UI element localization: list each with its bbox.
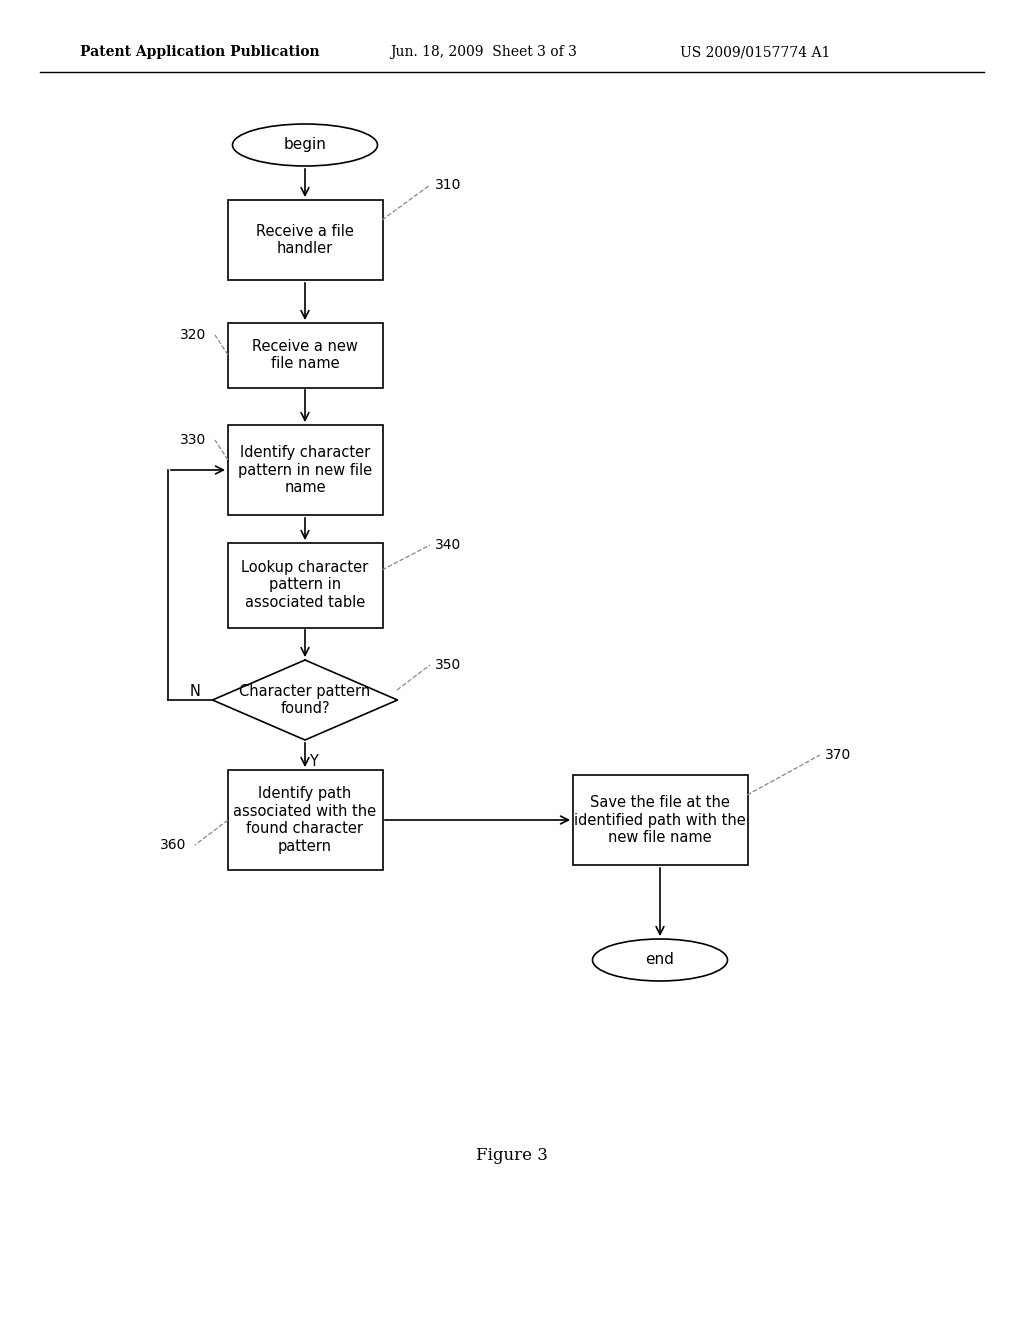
Ellipse shape bbox=[593, 939, 727, 981]
Text: 370: 370 bbox=[825, 748, 851, 762]
Ellipse shape bbox=[232, 124, 378, 166]
Text: Identify path
associated with the
found character
pattern: Identify path associated with the found … bbox=[233, 787, 377, 854]
Text: Save the file at the
identified path with the
new file name: Save the file at the identified path wit… bbox=[574, 795, 745, 845]
Text: Figure 3: Figure 3 bbox=[476, 1147, 548, 1163]
Bar bbox=[572, 775, 748, 865]
Text: 350: 350 bbox=[435, 657, 461, 672]
Bar bbox=[227, 322, 383, 388]
Text: 330: 330 bbox=[180, 433, 206, 447]
Text: Jun. 18, 2009  Sheet 3 of 3: Jun. 18, 2009 Sheet 3 of 3 bbox=[390, 45, 577, 59]
Bar bbox=[227, 201, 383, 280]
Text: 320: 320 bbox=[180, 327, 206, 342]
Text: Y: Y bbox=[308, 755, 317, 770]
Text: Character pattern
found?: Character pattern found? bbox=[240, 684, 371, 717]
Text: 340: 340 bbox=[435, 539, 461, 552]
Text: begin: begin bbox=[284, 137, 327, 153]
Bar bbox=[227, 425, 383, 515]
Text: Receive a new
file name: Receive a new file name bbox=[252, 339, 358, 371]
Text: Receive a file
handler: Receive a file handler bbox=[256, 224, 354, 256]
Polygon shape bbox=[213, 660, 397, 741]
Text: end: end bbox=[645, 953, 675, 968]
Text: 360: 360 bbox=[160, 838, 186, 851]
Text: 310: 310 bbox=[435, 178, 462, 191]
Text: US 2009/0157774 A1: US 2009/0157774 A1 bbox=[680, 45, 830, 59]
Text: N: N bbox=[189, 685, 201, 700]
Bar bbox=[227, 543, 383, 627]
Text: Identify character
pattern in new file
name: Identify character pattern in new file n… bbox=[238, 445, 372, 495]
Text: Patent Application Publication: Patent Application Publication bbox=[80, 45, 319, 59]
Text: Lookup character
pattern in
associated table: Lookup character pattern in associated t… bbox=[242, 560, 369, 610]
Bar bbox=[227, 770, 383, 870]
